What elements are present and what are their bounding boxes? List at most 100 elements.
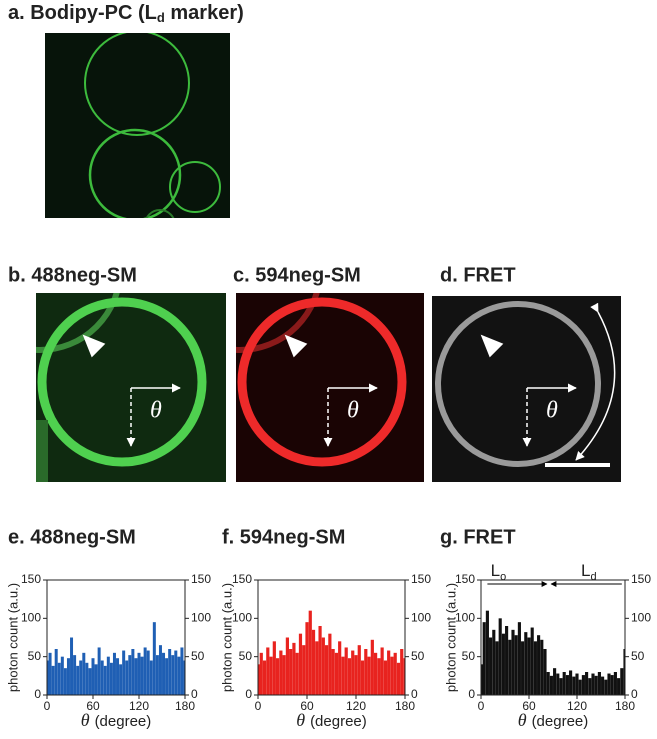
y-tick-label: 100 — [21, 611, 41, 625]
bar — [85, 662, 89, 695]
plot-frame — [257, 579, 406, 696]
y2-tick-label: 0 — [411, 687, 418, 701]
x-tick-label: 0 — [478, 699, 485, 713]
bar — [604, 679, 608, 695]
y-axis-label: photon count (a.u.) — [5, 583, 20, 692]
image-overlays — [82, 334, 577, 447]
bar — [259, 652, 263, 695]
annotation: Ld — [581, 561, 597, 582]
bar — [338, 641, 342, 695]
bar — [292, 642, 296, 695]
y-tick-label: 50 — [239, 649, 253, 663]
bar — [594, 675, 598, 695]
bar — [137, 652, 141, 695]
bar — [106, 656, 110, 695]
y2-tick-label: 0 — [631, 687, 638, 701]
bar — [588, 678, 592, 695]
bar — [344, 647, 348, 695]
bar — [495, 641, 499, 695]
bar — [48, 652, 52, 695]
bar — [128, 655, 132, 695]
bar — [521, 641, 525, 695]
bar — [617, 678, 621, 695]
bar — [514, 635, 518, 695]
bar — [578, 679, 582, 695]
bar — [103, 665, 107, 695]
bar — [60, 656, 64, 695]
bar — [51, 665, 55, 695]
bar — [341, 656, 345, 695]
bar — [537, 635, 541, 695]
bar — [109, 662, 113, 695]
bar — [54, 649, 58, 695]
x-axis-label: θ (degree) — [81, 710, 152, 730]
x-axis-symbol: θ — [296, 710, 305, 730]
bar — [607, 673, 611, 695]
bar — [272, 641, 276, 695]
bar — [334, 652, 338, 695]
bar — [63, 668, 67, 695]
panel-title: d. FRET — [440, 264, 516, 286]
bar — [393, 652, 397, 695]
bar — [305, 622, 309, 695]
bar — [367, 656, 371, 695]
x-tick-label: 180 — [395, 699, 415, 713]
bar — [325, 645, 329, 695]
bar — [517, 622, 521, 695]
bar — [298, 633, 303, 695]
bar — [501, 633, 505, 695]
image-b — [36, 293, 226, 482]
x-axis-symbol: θ — [81, 710, 90, 730]
bar — [613, 672, 617, 695]
bar — [162, 652, 166, 695]
bar — [601, 676, 605, 695]
y2-tick-label: 100 — [191, 611, 211, 625]
bar — [377, 658, 381, 695]
bar — [328, 633, 332, 695]
bar — [311, 629, 316, 695]
chart-title: g. FRET — [440, 526, 516, 548]
bar — [276, 658, 280, 695]
y2-tick-label: 100 — [631, 611, 651, 625]
y-tick-label: 0 — [34, 687, 41, 701]
plot-frame — [46, 579, 186, 696]
bar — [357, 645, 361, 695]
bar — [122, 650, 126, 695]
bar — [155, 655, 159, 695]
image-a — [45, 33, 230, 218]
x-tick-label: 120 — [129, 699, 149, 713]
panel-title: b. 488neg-SM — [8, 264, 137, 286]
chart-title: f. 594neg-SM — [222, 526, 345, 548]
annotation-sub: o — [500, 571, 506, 583]
x-tick-label: 60 — [300, 699, 314, 713]
theta-label: θ — [150, 398, 162, 424]
bar — [492, 629, 496, 695]
y2-tick-label: 150 — [631, 572, 651, 586]
bar — [131, 649, 135, 695]
y-tick-label: 150 — [21, 572, 41, 586]
bar — [347, 658, 352, 695]
bar — [116, 658, 120, 695]
bar — [183, 660, 185, 695]
bar — [125, 660, 129, 695]
bar — [158, 645, 162, 695]
charts: e. 488neg-SM 0 50 100 150 0 50 100 150 0 60 120 180 p… — [5, 526, 651, 730]
bar — [610, 675, 614, 695]
bar — [70, 637, 74, 695]
bar — [269, 656, 273, 695]
bar — [546, 672, 550, 695]
bar — [73, 655, 77, 695]
x-tick-label: 180 — [175, 699, 195, 713]
bar — [308, 610, 312, 695]
bar — [508, 639, 512, 695]
bar — [315, 641, 319, 695]
bar — [140, 656, 144, 695]
x-axis-text: (degree) — [532, 713, 589, 730]
bar — [279, 650, 283, 695]
y-tick-label: 100 — [232, 611, 252, 625]
panel-title: c. 594neg-SM — [233, 264, 361, 286]
bar — [321, 637, 325, 695]
x-tick-label: 120 — [567, 699, 587, 713]
